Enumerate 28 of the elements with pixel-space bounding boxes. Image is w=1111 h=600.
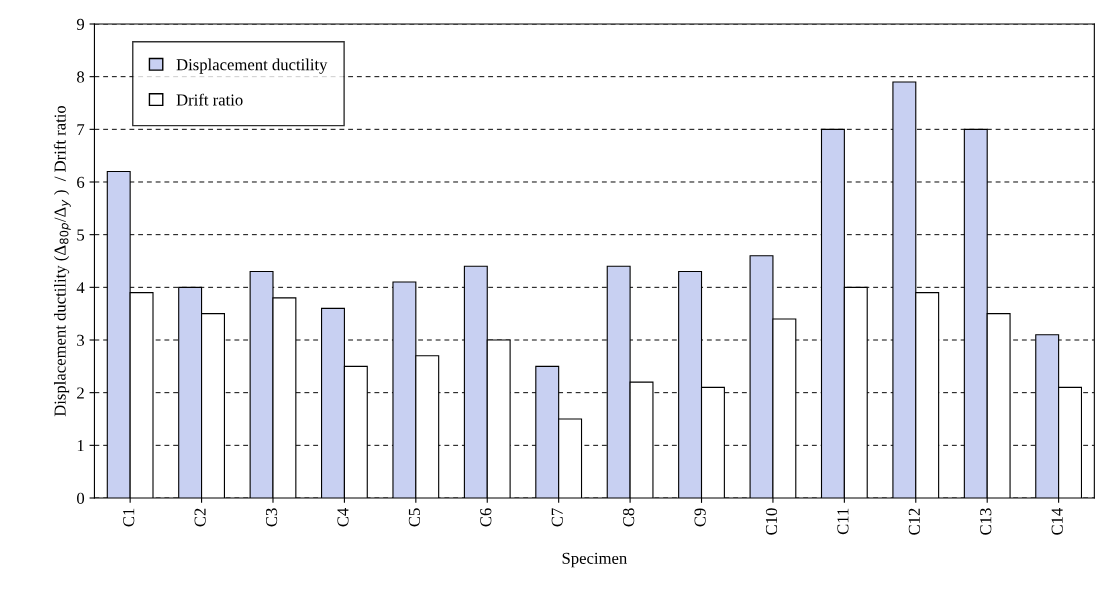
x-tick-label: C10 — [765, 508, 778, 535]
x-tick-label: C13 — [980, 508, 992, 535]
x-tick-label: C9 — [694, 508, 706, 527]
x-tick-label: C1 — [123, 508, 135, 527]
x-tick-label: C12 — [908, 508, 920, 535]
x-tick-label: C4 — [337, 507, 349, 527]
y-tick-label: 8 — [77, 71, 85, 83]
x-tick-label: C3 — [265, 508, 278, 527]
x-tick-label: C11 — [837, 508, 849, 535]
y-tick-label: 5 — [77, 229, 85, 241]
y-tick-label: 9 — [76, 18, 85, 30]
x-tick-label: C7 — [551, 508, 563, 527]
legend-label: Drift ratio — [176, 93, 243, 106]
y-tick-label: 4 — [76, 282, 85, 294]
x-tick-label: C8 — [623, 508, 635, 527]
y-tick-label: 3 — [77, 334, 85, 346]
y-tick-label: 6 — [77, 176, 85, 188]
y-tick-label: 1 — [77, 440, 84, 452]
x-tick-label: C14 — [1051, 507, 1063, 535]
x-tick-label: C6 — [480, 508, 492, 527]
y-tick-label: 0 — [77, 492, 85, 504]
x-axis-title: Specimen — [562, 552, 627, 568]
legend-label: Displacement ductility — [176, 58, 328, 74]
y-tick-label: 7 — [77, 124, 85, 136]
x-tick-label: C2 — [194, 508, 206, 527]
x-tick-label: C5 — [408, 508, 420, 527]
y-axis-title: Displacement ductility (Δ$_{80p}$/Δ$_{y}$ ) / Drift ratio — [53, 105, 71, 417]
y-tick-label: 2 — [77, 387, 84, 399]
